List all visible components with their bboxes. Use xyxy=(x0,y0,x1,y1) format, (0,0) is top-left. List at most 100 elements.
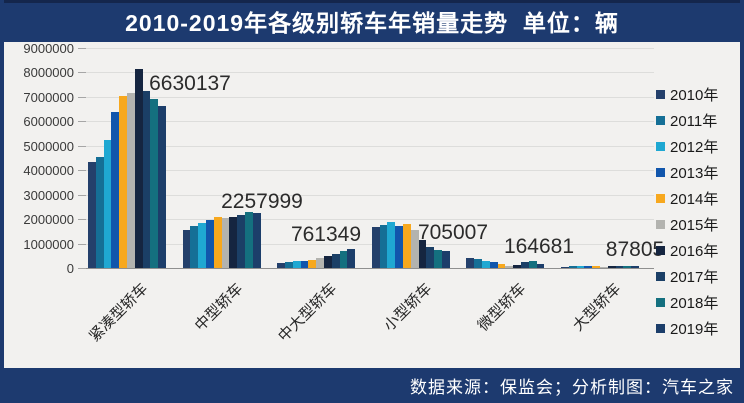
footer-source-text: 数据来源：保监会；分析制图：汽车之家 xyxy=(410,378,734,397)
bar-2016年-微型轿车 xyxy=(513,264,521,268)
bar-2011年-小型轿车 xyxy=(379,224,388,268)
y-axis-tick xyxy=(78,244,86,245)
bar-2010年-紧凑型轿车 xyxy=(88,161,96,268)
bar-2015年-小型轿车 xyxy=(410,229,419,268)
bar-2010年-微型轿车 xyxy=(466,257,475,268)
y-axis-label: 5000000 xyxy=(23,139,74,154)
category-label: 中大型轿车 xyxy=(275,280,341,346)
legend-label: 2015年 xyxy=(670,216,719,234)
data-label: 87805 xyxy=(605,238,665,261)
bar-2014年-小型轿车 xyxy=(403,223,411,268)
legend-item: 2015年 xyxy=(656,211,742,237)
y-axis-tick xyxy=(78,219,86,220)
bar-2011年-中大型轿车 xyxy=(285,262,293,268)
legend-swatch-icon xyxy=(656,219,665,229)
bar-2017年-大型轿车 xyxy=(615,266,624,268)
gridline xyxy=(78,97,654,98)
y-axis-tick xyxy=(78,121,86,122)
y-axis-label: 6000000 xyxy=(23,114,74,129)
legend-label: 2011年 xyxy=(670,112,718,130)
bar-2011年-微型轿车 xyxy=(474,259,482,268)
legend-label: 2012年 xyxy=(670,138,719,156)
bar-2018年-中型轿车 xyxy=(245,211,253,268)
y-axis-tick xyxy=(78,146,86,147)
bar-2016年-中型轿车 xyxy=(229,216,238,268)
title-bar: 2010-2019年各级别轿车年销量走势 单位：辆 xyxy=(0,0,744,42)
bar-2010年-小型轿车 xyxy=(371,226,380,268)
legend-swatch-icon xyxy=(656,297,665,307)
category-label: 紧凑型轿车 xyxy=(86,280,152,346)
legend-swatch-icon xyxy=(656,167,665,177)
y-axis-label: 8000000 xyxy=(23,65,74,80)
y-axis-tick xyxy=(78,97,86,98)
bar-2011年-中型轿车 xyxy=(190,226,199,268)
y-axis-tick xyxy=(78,268,86,269)
legend-swatch-icon xyxy=(656,193,665,203)
legend-label: 2016年 xyxy=(670,242,719,260)
bar-2018年-紧凑型轿车 xyxy=(150,99,159,268)
legend-swatch-icon xyxy=(656,271,665,281)
bar-2010年-大型轿车 xyxy=(561,266,569,268)
gridline xyxy=(78,219,654,220)
bar-2012年-中大型轿车 xyxy=(292,261,301,268)
category-label: 微型轿车 xyxy=(475,280,530,335)
legend-item: 2018年 xyxy=(656,289,742,315)
y-axis-label: 2000000 xyxy=(23,212,74,227)
legend-label: 2018年 xyxy=(670,294,719,312)
bar-2019年-微型轿车 xyxy=(536,263,545,268)
legend-swatch-icon xyxy=(656,141,665,151)
bar-2019年-紧凑型轿车 xyxy=(158,105,166,268)
bar-2013年-小型轿车 xyxy=(395,226,403,268)
legend-item: 2013年 xyxy=(656,159,742,185)
gridline xyxy=(78,121,654,122)
bar-2014年-紧凑型轿车 xyxy=(119,95,127,268)
bar-2013年-大型轿车 xyxy=(584,266,593,268)
bar-2014年-大型轿车 xyxy=(592,266,600,268)
y-axis-tick xyxy=(78,195,86,196)
bar-2013年-中型轿车 xyxy=(206,220,214,268)
bar-2016年-紧凑型轿车 xyxy=(134,68,143,268)
legend-swatch-icon xyxy=(656,89,665,99)
legend-item: 2019年 xyxy=(656,315,742,341)
gridline xyxy=(78,146,654,147)
category-label: 小型轿车 xyxy=(380,280,435,335)
x-axis-line xyxy=(78,268,654,269)
bar-2012年-小型轿车 xyxy=(387,222,396,268)
bar-2014年-微型轿车 xyxy=(497,264,506,268)
bar-2013年-紧凑型轿车 xyxy=(111,111,120,268)
legend: 2010年 2011年 2012年 2013年 2014年 2015年 2016年 2017年… xyxy=(656,81,742,341)
bar-2019年-中大型轿车 xyxy=(347,249,356,268)
y-axis-label: 3000000 xyxy=(23,188,74,203)
y-axis-tick xyxy=(78,170,86,171)
bar-2017年-紧凑型轿车 xyxy=(142,90,151,268)
left-border xyxy=(0,0,4,403)
legend-swatch-icon xyxy=(656,323,665,333)
gridline xyxy=(78,48,654,49)
bar-2012年-紧凑型轿车 xyxy=(103,139,112,268)
bar-2017年-中型轿车 xyxy=(237,215,245,268)
legend-item: 2017年 xyxy=(656,263,742,289)
bar-2019年-大型轿车 xyxy=(631,265,639,268)
legend-label: 2019年 xyxy=(670,320,719,338)
data-label: 6630137 xyxy=(149,72,231,95)
bar-2012年-中型轿车 xyxy=(198,222,206,268)
legend-label: 2010年 xyxy=(670,86,719,104)
category-label: 中型轿车 xyxy=(191,280,246,335)
bar-2015年-微型轿车 xyxy=(505,265,514,268)
legend-item: 2016年 xyxy=(656,237,742,263)
category-label: 大型轿车 xyxy=(569,280,625,335)
bar-2015年-大型轿车 xyxy=(600,266,608,268)
y-axis-tick xyxy=(78,48,86,49)
bar-2016年-中大型轿车 xyxy=(324,255,332,268)
bar-2017年-中大型轿车 xyxy=(331,254,340,268)
legend-item: 2012年 xyxy=(656,133,742,159)
bar-2013年-微型轿车 xyxy=(489,262,498,268)
y-axis-label: 7000000 xyxy=(23,90,74,105)
gridline xyxy=(78,195,654,196)
chart-title: 2010-2019年各级别轿车年销量走势 单位：辆 xyxy=(125,10,619,36)
title-bar-topline xyxy=(0,0,744,3)
data-label: 761349 xyxy=(290,223,362,246)
bar-2010年-中型轿车 xyxy=(182,230,191,268)
bar-2010年-中大型轿车 xyxy=(277,263,285,268)
